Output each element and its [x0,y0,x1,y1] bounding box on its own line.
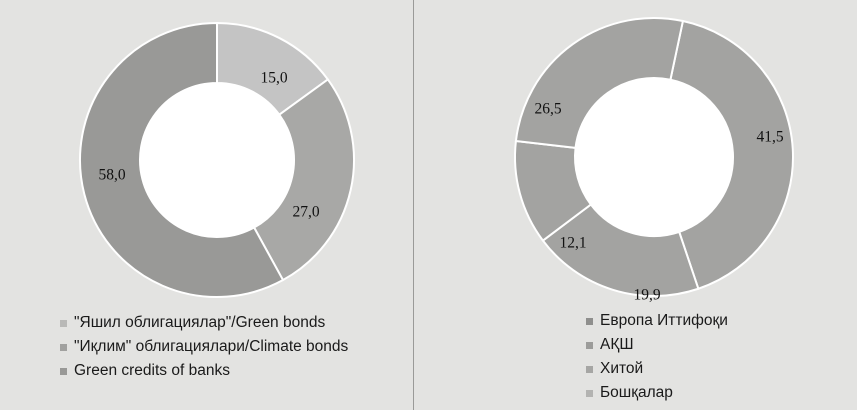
legend-label: АҚШ [600,336,634,353]
slice-value-label: 15,0 [260,70,287,87]
legend-item-others: Бошқалар [586,381,728,405]
slice-value-label: 41,5 [756,129,783,146]
legend-swatch [586,365,593,373]
legend-right: Европа Иттифоқи АҚШ Хитой Бошқалар [586,309,728,405]
legend-item-climate-bonds: "Иқлим" облигациялари/Climate bonds [60,335,348,359]
chart-divider [413,0,414,410]
legend-label: Хитой [600,360,644,377]
legend-item-usa: АҚШ [586,333,728,357]
legend-label: Бошқалар [600,384,673,401]
legend-swatch [60,367,67,375]
legend-left: "Яшил облигациялар"/Green bonds "Иқлим" … [60,311,348,383]
legend-item-green-bonds: "Яшил облигациялар"/Green bonds [60,311,348,335]
slice-value-label: 26,5 [534,101,561,118]
legend-item-china: Хитой [586,357,728,381]
legend-label: Green credits of banks [74,362,230,379]
legend-label: "Яшил облигациялар"/Green bonds [74,314,326,331]
legend-item-eu: Европа Иттифоқи [586,309,728,333]
slice-value-label: 12,1 [559,235,586,252]
donut-hole [575,78,733,236]
legend-item-green-credits: Green credits of banks [60,359,348,383]
slice-value-label: 58,0 [98,167,125,184]
legend-swatch [586,317,593,325]
slice-value-label: 27,0 [292,204,319,221]
legend-swatch [586,341,593,349]
slice-value-label: 19,9 [633,287,660,304]
legend-swatch [60,343,67,351]
legend-swatch [586,389,593,397]
legend-swatch [60,319,67,327]
legend-label: "Иқлим" облигациялари/Climate bonds [74,338,349,355]
legend-label: Европа Иттифоқи [600,312,728,329]
donut-hole [140,83,294,237]
